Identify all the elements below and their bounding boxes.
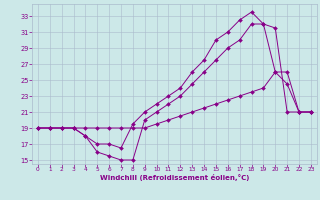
X-axis label: Windchill (Refroidissement éolien,°C): Windchill (Refroidissement éolien,°C) [100, 174, 249, 181]
